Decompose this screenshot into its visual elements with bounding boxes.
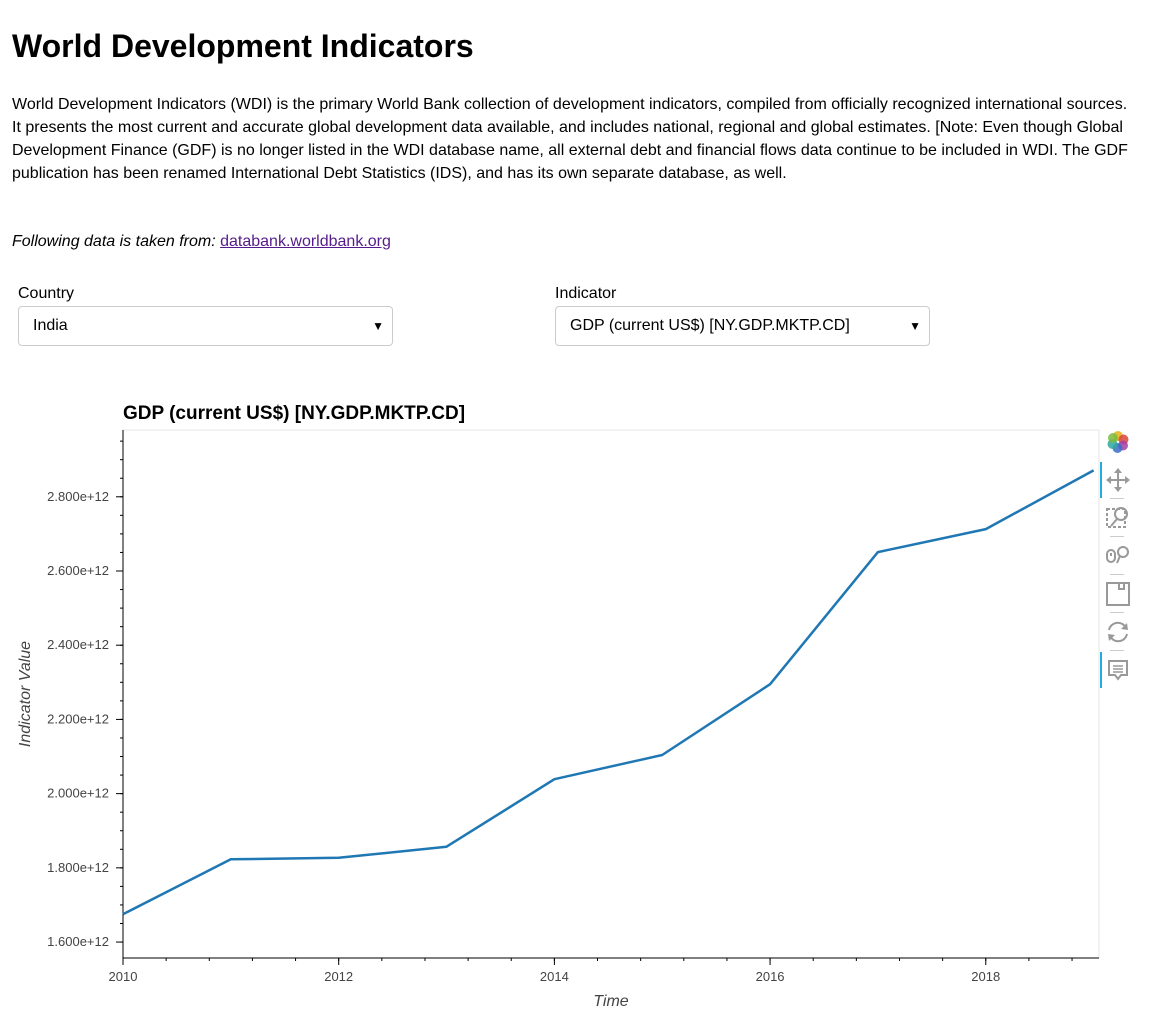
series-line bbox=[122, 469, 1095, 916]
x-tick-label: 2018 bbox=[971, 969, 1000, 984]
x-tick-label: 2012 bbox=[324, 969, 353, 984]
indicator-select-group: Indicator GDP (current US$) [NY.GDP.MKTP… bbox=[555, 285, 930, 346]
x-tick-label: 2016 bbox=[756, 969, 785, 984]
y-axis: 1.600e+12 1.800e+12 2.000e+12 2.200e+12 2.40… bbox=[47, 430, 124, 958]
active-tool-indicator bbox=[1100, 652, 1102, 688]
plot-frame bbox=[122, 429, 1100, 959]
page-description: World Development Indicators (WDI) is th… bbox=[12, 96, 1128, 182]
indicator-select-value: GDP (current US$) [NY.GDP.MKTP.CD] bbox=[570, 317, 850, 334]
toolbar-separator bbox=[1110, 536, 1124, 537]
toolbar-separator bbox=[1110, 612, 1124, 613]
country-label: Country bbox=[18, 285, 75, 302]
source-line: Following data is taken from: databank.w… bbox=[12, 232, 391, 252]
y-axis-title: Indicator Value bbox=[17, 641, 34, 747]
x-axis-title: Time bbox=[593, 993, 629, 1010]
x-axis: 2010 2012 2014 2016 2018 bbox=[109, 957, 1099, 984]
page-title: World Development Indicators bbox=[12, 28, 474, 64]
x-tick-label: 2010 bbox=[109, 969, 138, 984]
chart-title: GDP (current US$) [NY.GDP.MKTP.CD] bbox=[123, 403, 465, 424]
line-chart[interactable]: GDP (current US$) [NY.GDP.MKTP.CD] 1.600… bbox=[0, 390, 1100, 1020]
y-tick-label: 2.000e+12 bbox=[47, 786, 109, 801]
country-select-value: India bbox=[33, 317, 68, 334]
country-select[interactable]: India ▼ bbox=[18, 306, 393, 346]
chart-container: GDP (current US$) [NY.GDP.MKTP.CD] 1.600… bbox=[0, 390, 1169, 1020]
reset-icon[interactable] bbox=[1104, 618, 1132, 646]
toolbar-separator bbox=[1110, 498, 1124, 499]
indicator-label: Indicator bbox=[555, 285, 617, 302]
box-zoom-icon[interactable] bbox=[1104, 504, 1132, 532]
pan-icon[interactable] bbox=[1104, 466, 1132, 494]
y-tick-label: 2.600e+12 bbox=[47, 563, 109, 578]
source-link[interactable]: databank.worldbank.org bbox=[220, 233, 391, 250]
y-tick-label: 2.200e+12 bbox=[47, 711, 109, 726]
toolbar-separator bbox=[1110, 650, 1124, 651]
save-icon[interactable] bbox=[1104, 580, 1132, 608]
country-select-group: Country India ▼ bbox=[18, 285, 393, 346]
indicator-select[interactable]: GDP (current US$) [NY.GDP.MKTP.CD] ▼ bbox=[555, 306, 930, 346]
y-tick-label: 2.400e+12 bbox=[47, 637, 109, 652]
hover-icon[interactable] bbox=[1104, 656, 1132, 684]
chevron-down-icon: ▼ bbox=[909, 319, 921, 333]
x-tick-label: 2014 bbox=[540, 969, 569, 984]
toolbar-separator bbox=[1110, 574, 1124, 575]
wheel-zoom-icon[interactable] bbox=[1104, 542, 1132, 570]
y-tick-label: 1.600e+12 bbox=[47, 934, 109, 949]
active-tool-indicator bbox=[1100, 462, 1102, 498]
y-tick-label: 2.800e+12 bbox=[47, 489, 109, 504]
chevron-down-icon: ▼ bbox=[372, 319, 384, 333]
y-tick-label: 1.800e+12 bbox=[47, 860, 109, 875]
source-lead-text: Following data is taken from: bbox=[12, 233, 216, 250]
bokeh-logo-icon[interactable] bbox=[1104, 428, 1132, 456]
